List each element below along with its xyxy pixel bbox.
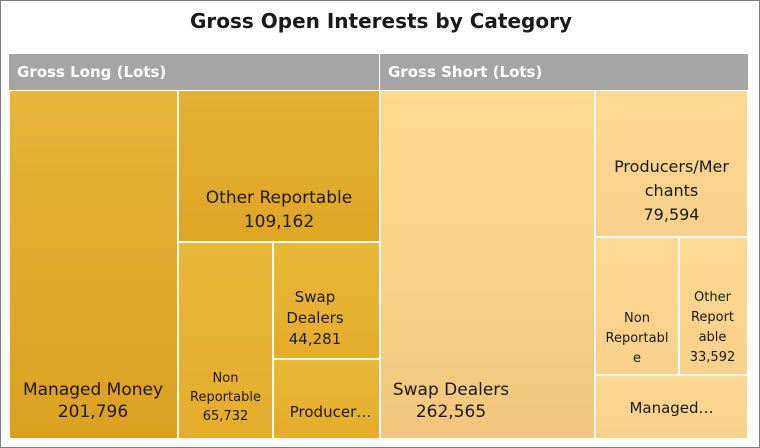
tile-long-other-reportable: Other Reportable 109,162 — [178, 90, 380, 242]
tile-short-other-reportable: Other Report able 33,592 — [679, 237, 748, 375]
tile-short-non-reportable: Non Reportabl e — [595, 237, 679, 375]
tile-label: Non Reportabl e — [605, 311, 669, 366]
tile-label: Managed Money 201,796 — [22, 380, 164, 422]
tile-label: Producers/Mer chants 79,594 — [614, 157, 729, 224]
tile-label: Managed… — [629, 399, 714, 417]
tile-short-managed-money: Managed… — [595, 375, 748, 439]
tile-long-swap-dealers: Swap Dealers 44,281 — [273, 242, 380, 359]
tile-label: Other Reportable 109,162 — [205, 188, 353, 232]
tile-short-producers-merchants: Producers/Mer chants 79,594 — [595, 90, 748, 237]
tile-label: Swap Dealers 262,565 — [392, 380, 510, 422]
tile-label: Producer… — [289, 403, 372, 421]
group-header-long: Gross Long (Lots) — [9, 54, 379, 90]
tile-long-managed-money: Managed Money 201,796 — [9, 90, 178, 439]
group-header-short: Gross Short (Lots) — [380, 54, 748, 90]
tile-label: Other Report able 33,592 — [689, 290, 736, 365]
tile-long-producers: Producer… — [273, 359, 380, 439]
tile-label: Non Reportable 65,732 — [190, 371, 261, 424]
tile-long-non-reportable: Non Reportable 65,732 — [178, 242, 273, 439]
tile-label: Swap Dealers 44,281 — [286, 288, 344, 348]
chart-title: Gross Open Interests by Category — [189, 9, 572, 33]
tile-short-swap-dealers: Swap Dealers 262,565 — [380, 90, 595, 439]
